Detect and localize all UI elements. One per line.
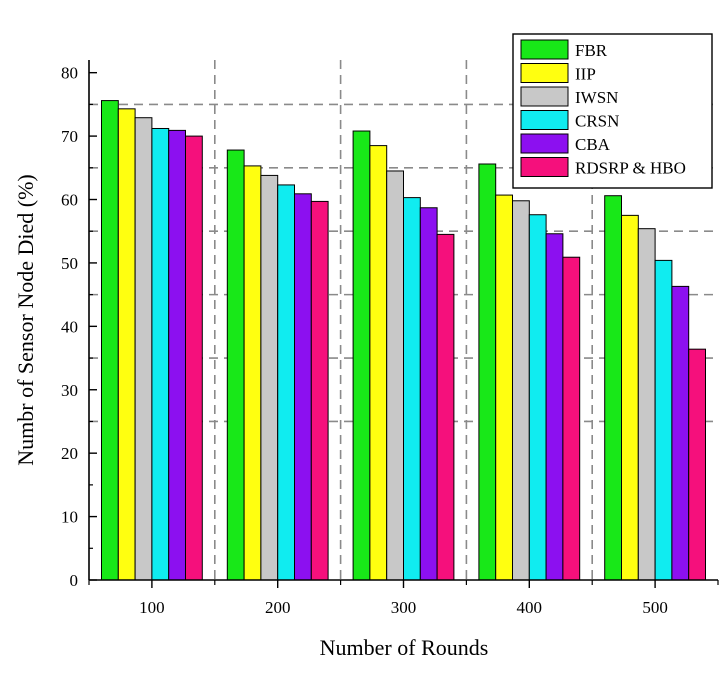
y-tick-label: 80 — [61, 64, 78, 83]
legend-swatch — [520, 63, 569, 83]
bar-crsn-100 — [151, 127, 170, 581]
bar-cba-100 — [168, 129, 186, 581]
bar-iip-500 — [621, 214, 639, 581]
legend-label: CRSN — [575, 112, 619, 131]
bar-iip-400 — [495, 194, 514, 581]
legend-swatch — [520, 39, 569, 60]
legend-label: IWSN — [575, 88, 618, 107]
legend-label: RDSRP & HBO — [575, 159, 686, 178]
y-tick-label: 30 — [61, 381, 78, 400]
y-tick-label: 10 — [61, 508, 78, 527]
legend-label: CBA — [575, 135, 611, 154]
bar-fbr-200 — [226, 149, 245, 581]
bars — [101, 100, 707, 581]
bar-rdsrp-hbo-500 — [688, 348, 707, 581]
x-tick-label: 300 — [391, 598, 417, 617]
legend-swatch — [520, 133, 569, 154]
x-tick-label: 400 — [517, 598, 543, 617]
legend-label: FBR — [575, 41, 608, 60]
bar-iwsn-300 — [386, 170, 405, 581]
bar-fbr-300 — [352, 130, 371, 581]
bar-iip-100 — [117, 108, 136, 581]
bar-fbr-100 — [101, 100, 119, 581]
bar-rdsrp-hbo-200 — [310, 200, 329, 581]
x-tick-label: 100 — [139, 598, 165, 617]
y-tick-label: 60 — [61, 191, 78, 210]
y-tick-label: 0 — [70, 571, 79, 590]
bar-crsn-200 — [277, 184, 296, 581]
legend-swatch — [520, 110, 569, 130]
y-tick-label: 40 — [61, 317, 78, 336]
legend-label: IIP — [575, 65, 596, 84]
bar-cba-400 — [545, 233, 564, 581]
bar-iwsn-200 — [260, 174, 279, 581]
bar-fbr-500 — [604, 195, 623, 581]
bar-crsn-300 — [403, 197, 421, 581]
bar-rdsrp-hbo-100 — [185, 135, 203, 581]
bar-iip-300 — [369, 145, 388, 581]
x-tick-label: 500 — [642, 598, 668, 617]
y-tick-label: 20 — [61, 444, 78, 463]
bar-rdsrp-hbo-400 — [562, 256, 581, 581]
y-axis-title: Numbr of Sensor Node Died (%) — [13, 174, 38, 465]
bar-iwsn-400 — [512, 200, 530, 581]
bar-iip-200 — [243, 165, 262, 581]
legend-swatch — [520, 86, 569, 107]
x-tick-label: 200 — [265, 598, 291, 617]
grid-lines — [89, 60, 718, 580]
bar-crsn-500 — [654, 259, 673, 581]
legend: FBR IIP IWSN CRSN CBA RDSRP & HBO — [512, 33, 713, 189]
bar-cba-500 — [671, 285, 690, 581]
bar-cba-200 — [294, 193, 312, 581]
y-tick-label: 50 — [61, 254, 78, 273]
legend-swatch — [520, 157, 569, 177]
bar-iwsn-500 — [637, 228, 656, 581]
bar-iwsn-100 — [134, 117, 153, 581]
axes: 0 10 20 30 40 50 60 70 80 100 200 300 400 500 — [61, 60, 719, 617]
bar-fbr-400 — [478, 163, 497, 581]
y-tick-label: 70 — [61, 127, 78, 146]
bar-cba-300 — [419, 207, 438, 581]
bar-rdsrp-hbo-300 — [436, 233, 455, 581]
x-axis-title: Number of Rounds — [320, 635, 489, 660]
bar-crsn-400 — [528, 214, 547, 581]
